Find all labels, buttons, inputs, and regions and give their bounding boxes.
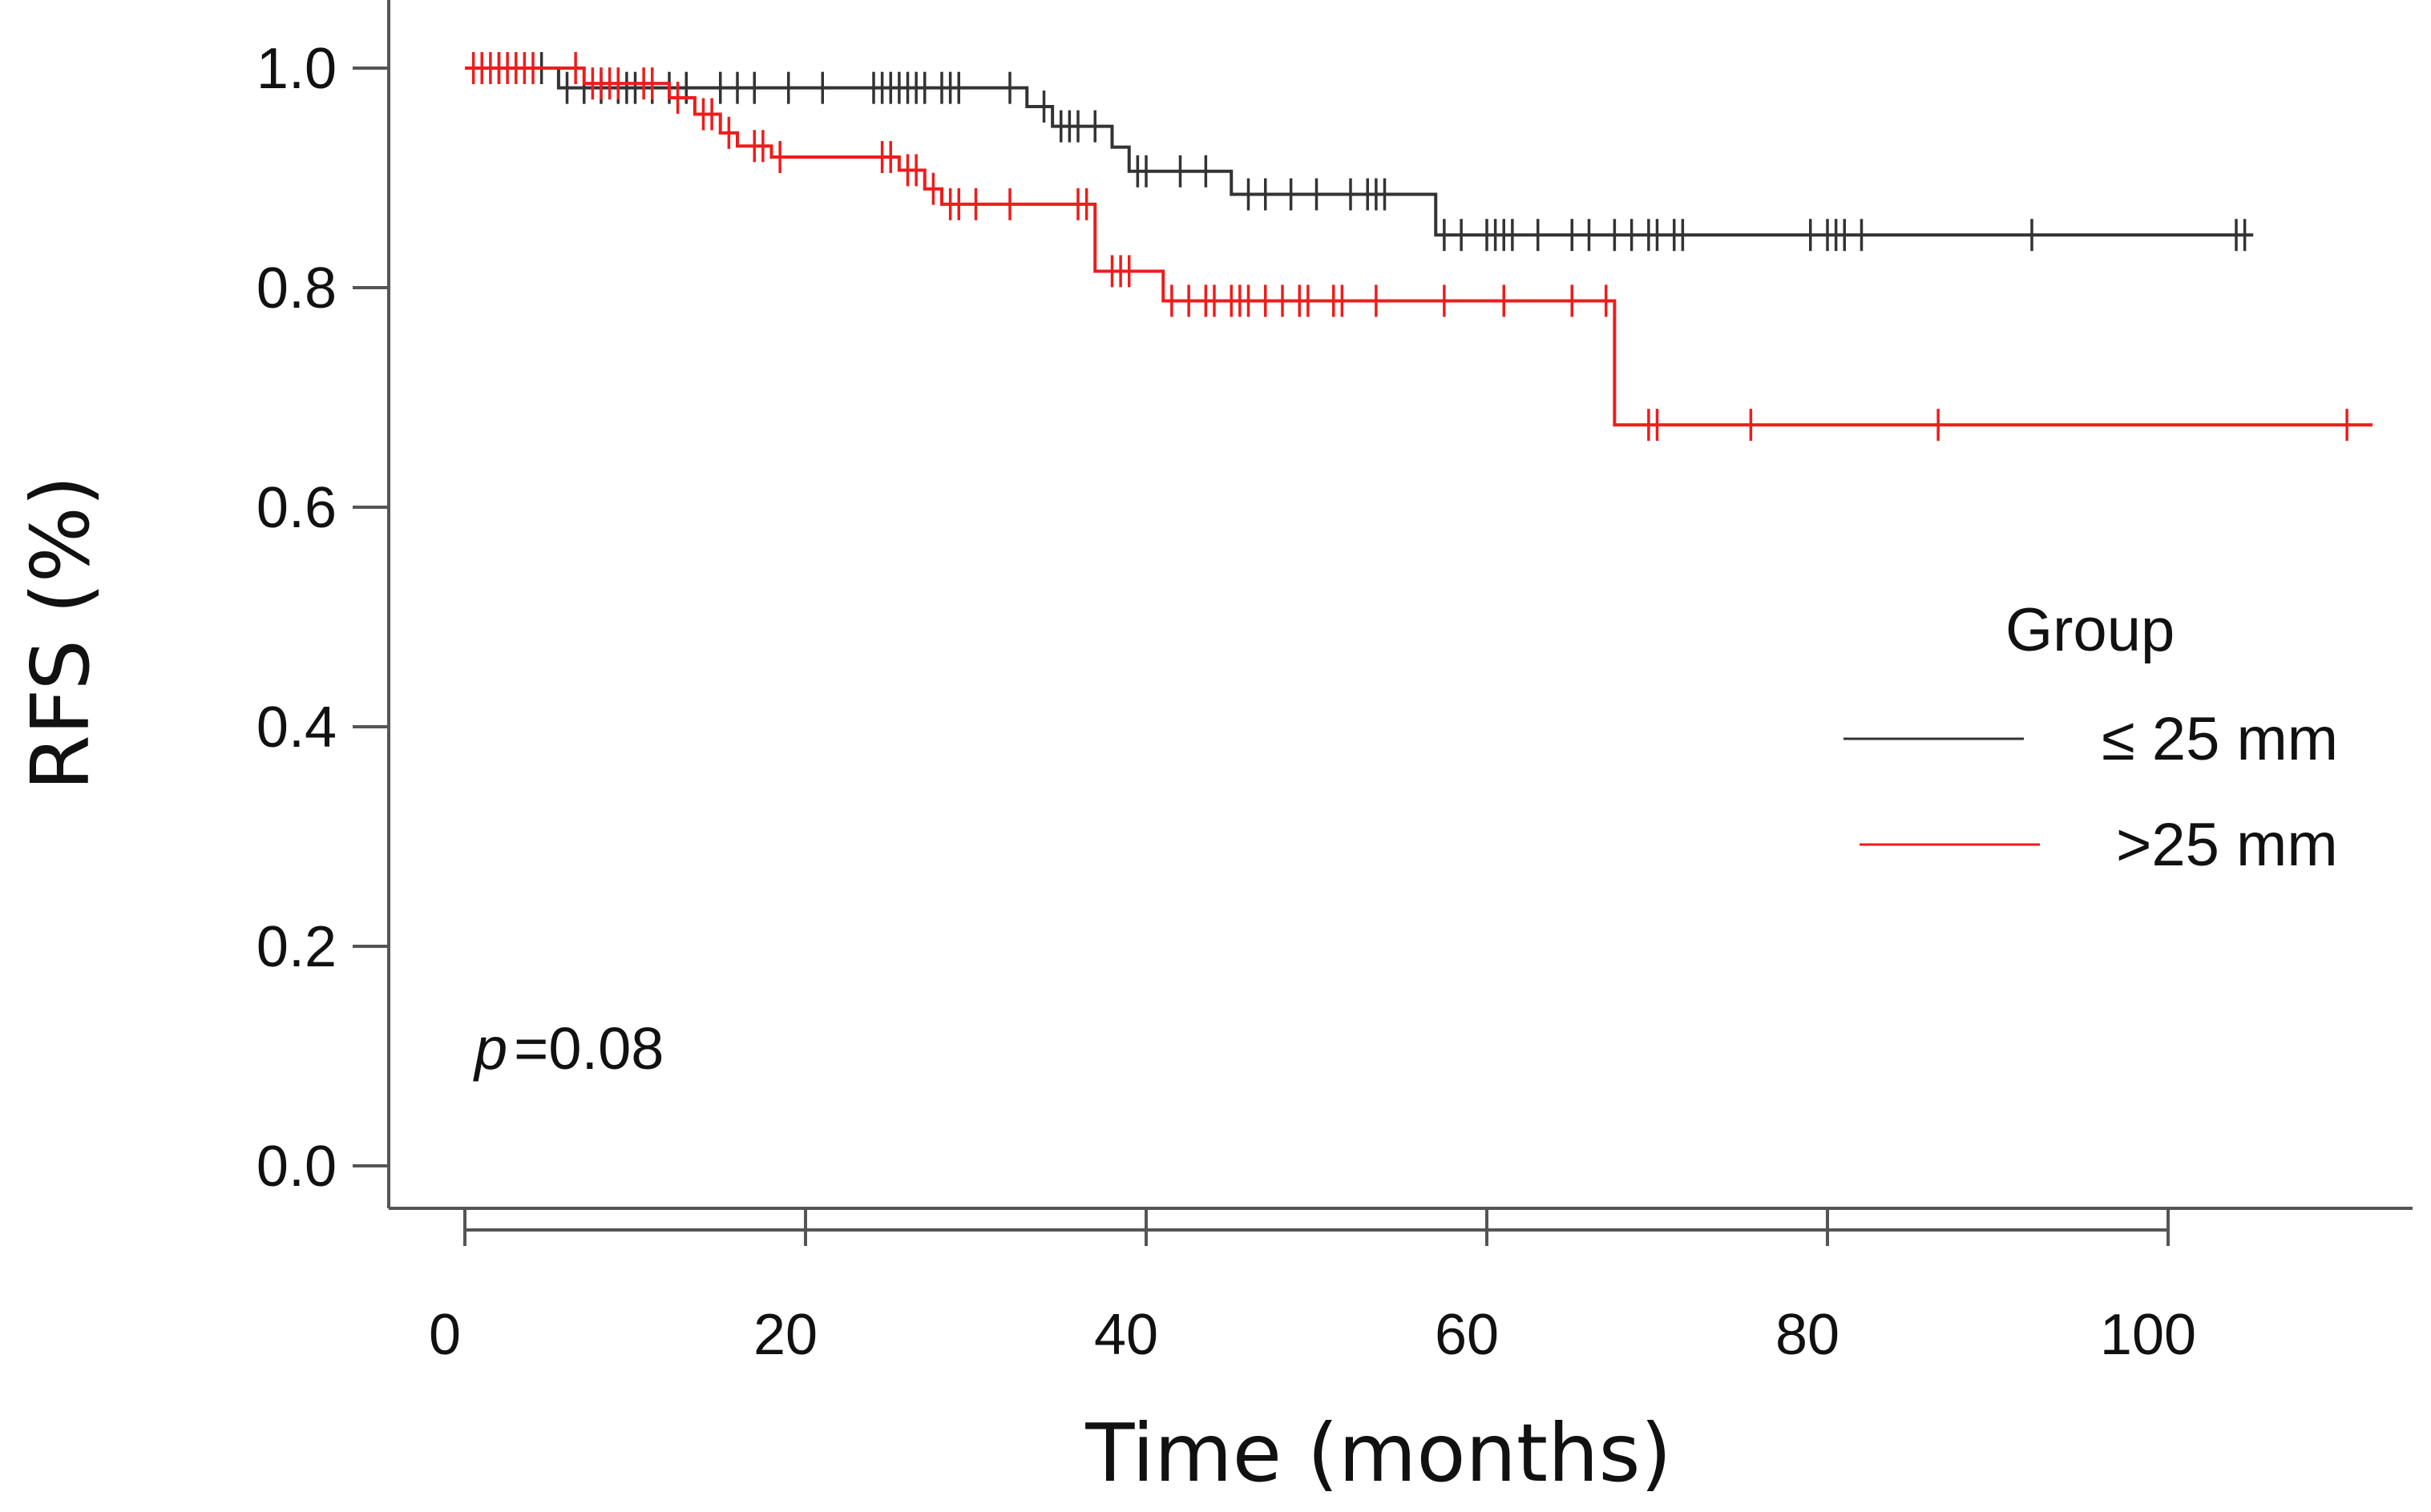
y-axis-title: RFS (%) bbox=[14, 475, 107, 791]
y-tick-label: 0.6 bbox=[256, 476, 337, 540]
y-tick-label: 0.2 bbox=[256, 915, 337, 979]
series-gt25 bbox=[465, 52, 2372, 442]
y-ticks: 0.0 0.2 0.4 0.6 0.8 1.0 bbox=[256, 37, 389, 1199]
survival-curve-gt25 bbox=[465, 67, 2372, 427]
y-tick-label: 0.4 bbox=[256, 696, 337, 760]
x-tick-label: 0 bbox=[429, 1303, 461, 1367]
legend: Group ≤ 25 mm >25 mm bbox=[1843, 596, 2338, 879]
x-tick-label: 20 bbox=[753, 1303, 818, 1367]
p-value-annotation: p =0.08 bbox=[473, 1015, 664, 1082]
p-value-text: =0.08 bbox=[514, 1015, 664, 1082]
y-tick-label: 1.0 bbox=[256, 37, 337, 101]
x-axis-title: Time (months) bbox=[1084, 1406, 1671, 1500]
axes bbox=[387, 0, 2413, 1232]
x-tick-label: 40 bbox=[1094, 1303, 1158, 1367]
legend-label-le25: ≤ 25 mm bbox=[2102, 705, 2338, 773]
x-tick-label: 80 bbox=[1775, 1303, 1839, 1367]
survival-curve-le25 bbox=[465, 67, 2254, 237]
legend-title: Group bbox=[2005, 596, 2175, 664]
series-le25 bbox=[465, 52, 2254, 252]
x-tick-label: 60 bbox=[1435, 1303, 1499, 1367]
series-layer bbox=[465, 52, 2372, 442]
x-tick-label: 100 bbox=[2100, 1303, 2196, 1367]
legend-label-gt25: >25 mm bbox=[2116, 811, 2338, 879]
p-value-symbol: p bbox=[473, 1015, 507, 1082]
y-tick-label: 0.0 bbox=[256, 1135, 337, 1199]
y-tick-label: 0.8 bbox=[256, 256, 337, 321]
x-ticks: 0 20 40 60 80 100 bbox=[429, 1208, 2196, 1367]
